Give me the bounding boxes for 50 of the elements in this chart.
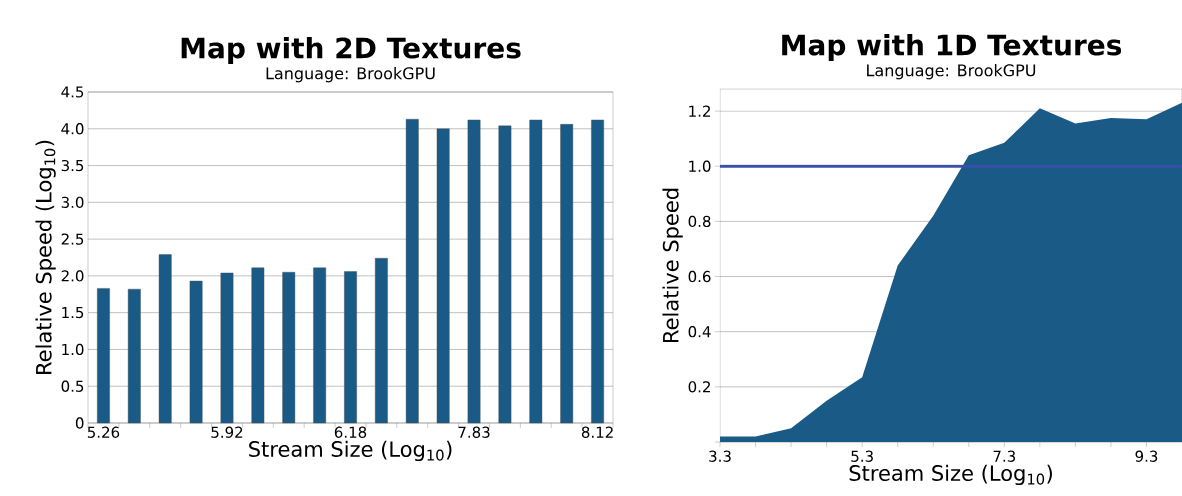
bar bbox=[127, 288, 141, 424]
y-tick-label: 4.5 bbox=[61, 86, 84, 98]
bar bbox=[436, 128, 450, 424]
y-axis-title: Relative Speed bbox=[662, 188, 683, 343]
x-tick-label: 5.92 bbox=[211, 426, 243, 438]
y-tick-label: 1.2 bbox=[689, 105, 710, 117]
y-tick-label: 1.5 bbox=[62, 307, 84, 319]
y-tick-label: 0.2 bbox=[688, 381, 710, 393]
bar bbox=[313, 267, 326, 424]
y-tick-label: 3.0 bbox=[61, 196, 84, 209]
x-tick-label: 7.83 bbox=[458, 426, 490, 438]
x-tick-label: 8.12 bbox=[581, 426, 613, 438]
y-tick-label: 3.5 bbox=[61, 159, 84, 172]
chart-title: Map with 1D Textures bbox=[782, 33, 1122, 61]
y-axis-title: Relative Speed (Log$_{10}$) bbox=[35, 140, 56, 374]
y-tick-label: 0.4 bbox=[688, 326, 711, 338]
x-axis-title: Stream Size (Log$_{10}$) bbox=[849, 464, 1052, 486]
x-tick-label: 9.3 bbox=[1135, 450, 1158, 462]
x-tick-label: 7.3 bbox=[993, 450, 1016, 462]
x-tick-label: 5.3 bbox=[851, 450, 873, 462]
y-tick-label: 2.5 bbox=[61, 233, 84, 245]
x-axis-title: Stream Size (Log$_{10}$) bbox=[249, 440, 452, 462]
x-tick-label: 6.18 bbox=[334, 426, 367, 438]
bar bbox=[498, 125, 512, 424]
y-tick-label: 1.0 bbox=[689, 160, 711, 172]
x-tick-label: 5.26 bbox=[87, 426, 120, 438]
bar bbox=[158, 254, 172, 424]
bar bbox=[282, 272, 296, 424]
bar bbox=[467, 119, 481, 424]
bar bbox=[529, 119, 543, 424]
bar bbox=[375, 258, 388, 424]
bar bbox=[220, 272, 234, 424]
bar bbox=[97, 288, 110, 424]
y-tick-label: 0 bbox=[75, 417, 84, 429]
x-tick-label: 3.3 bbox=[709, 450, 731, 462]
bar bbox=[405, 119, 419, 424]
y-tick-label: 0.8 bbox=[688, 215, 711, 228]
chart-subtitle: Language: BrookGPU bbox=[266, 66, 435, 83]
bar bbox=[344, 271, 357, 424]
bar bbox=[189, 280, 203, 424]
chart-subtitle: Language: BrookGPU bbox=[867, 63, 1036, 80]
bar bbox=[560, 124, 574, 424]
y-tick-label: 1.0 bbox=[62, 343, 84, 356]
bar bbox=[591, 119, 604, 424]
y-tick-label: 0.6 bbox=[688, 270, 711, 283]
chart-title: Map with 2D Textures bbox=[181, 36, 521, 64]
y-tick-label: 2.0 bbox=[61, 270, 84, 282]
bar bbox=[251, 267, 265, 424]
y-tick-label: 0.5 bbox=[61, 380, 84, 392]
y-tick-label: 4.0 bbox=[61, 123, 84, 135]
